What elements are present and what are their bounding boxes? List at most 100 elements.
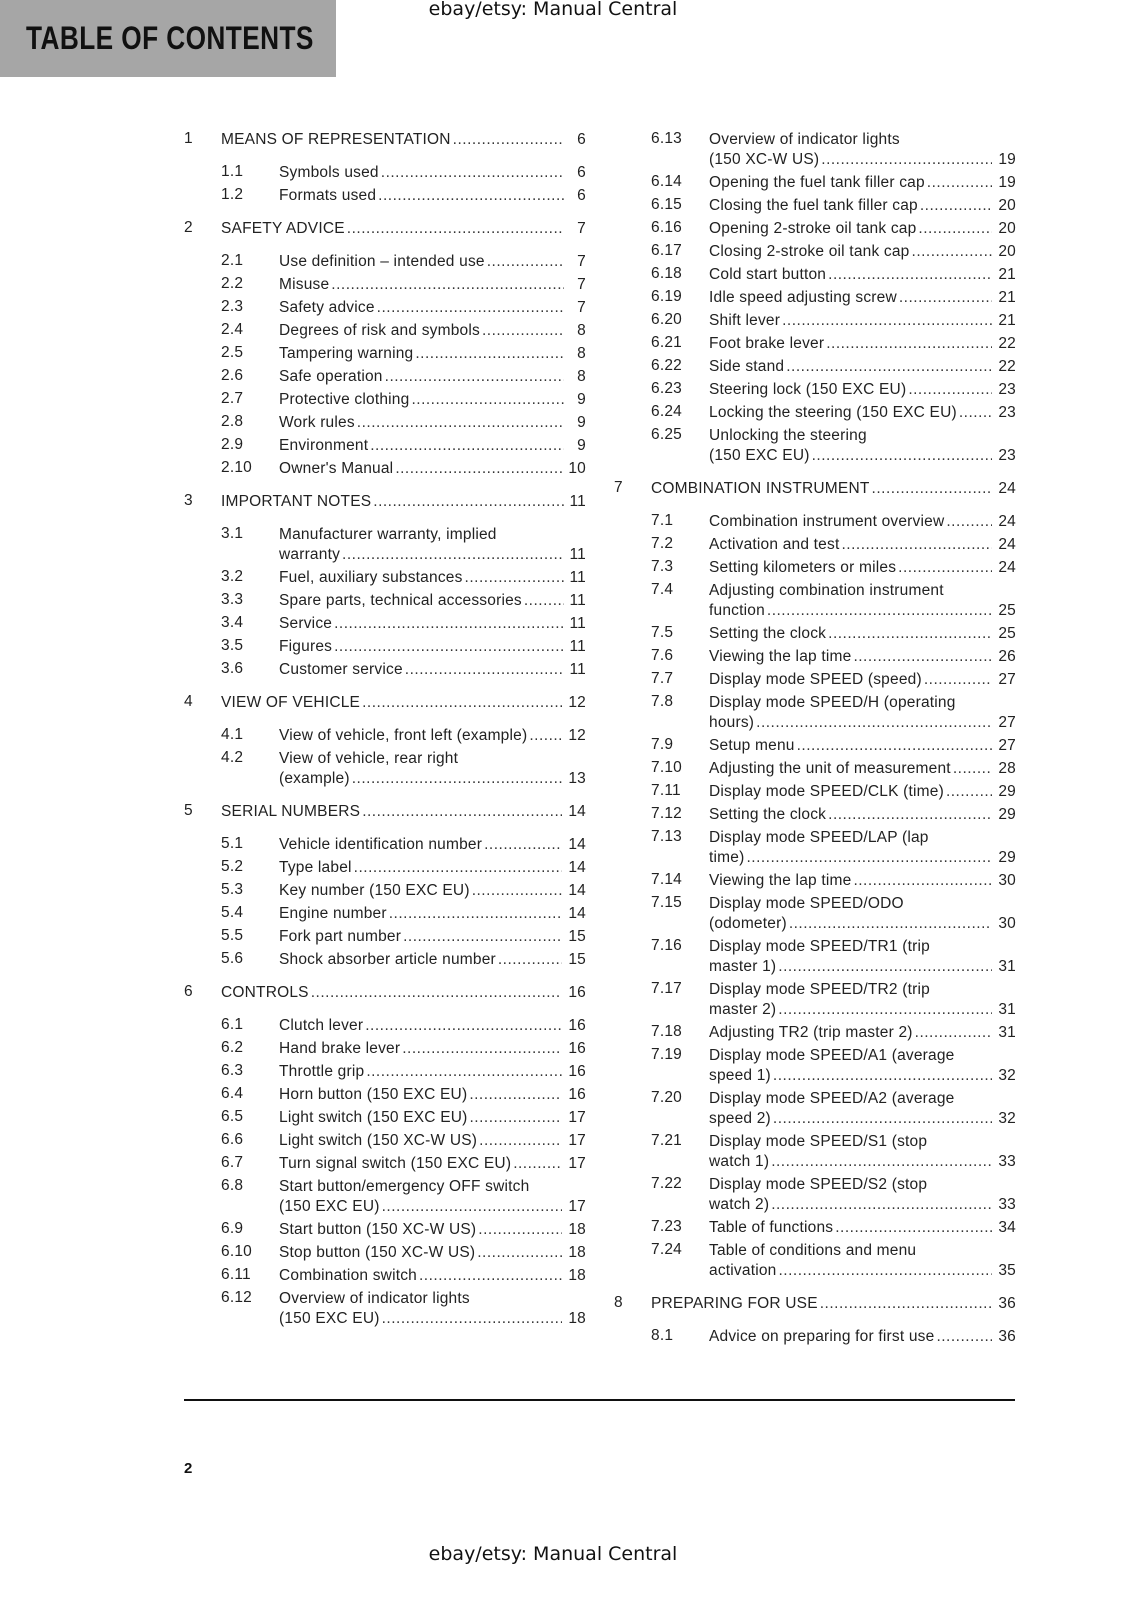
toc-number: 6.13: [651, 130, 682, 147]
toc-number: 8: [614, 1294, 623, 1311]
dot-leader: [765, 601, 992, 621]
toc-number: 7: [614, 479, 623, 496]
toc-page-number: 17: [568, 1198, 586, 1215]
toc-number: 6.9: [221, 1220, 244, 1237]
toc-title: MEANS OF REPRESENTATION: [221, 131, 451, 148]
toc-title: warranty: [279, 546, 341, 563]
toc-title: Setting the clock: [709, 625, 827, 642]
toc-number: 3.4: [221, 614, 244, 631]
toc-page-number: 11: [569, 661, 586, 678]
toc-title: Horn button (150 EXC EU): [279, 1086, 468, 1103]
toc-page-number: 12: [568, 694, 586, 711]
toc-page-number: 16: [568, 1017, 586, 1034]
dot-leader: [329, 275, 564, 295]
toc-title: Combination instrument overview: [709, 513, 945, 530]
toc-page-number: 33: [998, 1153, 1016, 1170]
dot-leader: [787, 914, 993, 934]
dot-leader: [826, 624, 992, 644]
toc-page-number: 8: [577, 322, 586, 339]
toc-number: 6.15: [651, 196, 682, 213]
toc-page-number: 27: [998, 671, 1016, 688]
toc-page-number: 17: [568, 1132, 586, 1149]
toc-page-number: 18: [568, 1267, 586, 1284]
toc-number: 3.1: [221, 525, 244, 542]
dot-leader: [360, 802, 562, 822]
dot-leader: [913, 1023, 993, 1043]
toc-title: Fork part number: [279, 928, 402, 945]
toc-title: (150 EXC EU): [709, 447, 810, 464]
toc-number: 7.8: [651, 693, 674, 710]
dot-leader: [340, 545, 563, 565]
dot-leader: [910, 242, 993, 262]
dot-leader: [925, 173, 993, 193]
toc-number: 6.3: [221, 1062, 244, 1079]
toc-page-number: 17: [568, 1109, 586, 1126]
dot-leader: [744, 848, 992, 868]
dot-leader: [776, 1000, 992, 1020]
toc-number: 7.10: [651, 759, 682, 776]
toc-page-number: 8: [577, 345, 586, 362]
toc-title: (150 EXC EU): [279, 1310, 380, 1327]
toc-title: Degrees of risk and symbols: [279, 322, 480, 339]
toc-number: 6.6: [221, 1131, 244, 1148]
toc-page-number: 24: [998, 559, 1016, 576]
toc-page-number: 30: [998, 915, 1016, 932]
toc-number: 7.7: [651, 670, 674, 687]
toc-number: 6.7: [221, 1154, 244, 1171]
toc-title: Display mode SPEED/S1 (stop: [709, 1133, 928, 1150]
dot-leader: [332, 614, 563, 634]
toc-number: 2.10: [221, 459, 252, 476]
toc-page-number: 14: [568, 803, 586, 820]
toc-title: Safe operation: [279, 368, 383, 385]
toc-number: 6.1: [221, 1016, 244, 1033]
toc-page-number: 11: [569, 638, 586, 655]
dot-leader: [824, 334, 992, 354]
toc-page-number: 8: [577, 368, 586, 385]
toc-title: Display mode SPEED/A1 (average: [709, 1047, 955, 1064]
toc-title: Key number (150 EXC EU): [279, 882, 470, 899]
toc-title: Display mode SPEED/ODO: [709, 895, 904, 912]
toc-page-number: 29: [998, 783, 1016, 800]
toc-title: Shift lever: [709, 312, 781, 329]
toc-page-number: 7: [577, 220, 586, 237]
toc-page-number: 11: [569, 615, 586, 632]
toc-page-number: 7: [577, 276, 586, 293]
toc-page-number: 16: [568, 1040, 586, 1057]
toc-title: Overview of indicator lights: [709, 131, 900, 148]
toc-number: 5.5: [221, 927, 244, 944]
toc-title: Steering lock (150 EXC EU): [709, 381, 907, 398]
watermark-bottom: ebay/etsy: Manual Central: [428, 1543, 678, 1565]
dot-leader: [771, 1066, 992, 1086]
toc-number: 7.4: [651, 581, 674, 598]
toc-page-number: 16: [568, 984, 586, 1001]
toc-number: 6.21: [651, 334, 682, 351]
dot-leader: [350, 769, 563, 789]
toc-page-number: 18: [568, 1244, 586, 1261]
toc-number: 6.12: [221, 1289, 252, 1306]
toc-page-number: 23: [998, 404, 1016, 421]
dot-leader: [851, 871, 992, 891]
toc-title: Viewing the lap time: [709, 872, 852, 889]
dot-leader: [795, 736, 993, 756]
toc-title: Owner's Manual: [279, 460, 394, 477]
dot-leader: [922, 670, 993, 690]
watermark-top: ebay/etsy: Manual Central: [428, 0, 678, 20]
dot-leader: [944, 782, 992, 802]
toc-number: 2.7: [221, 390, 244, 407]
dot-leader: [417, 1266, 562, 1286]
toc-page-number: 32: [998, 1110, 1016, 1127]
toc-page-number: 6: [577, 164, 586, 181]
toc-title: Table of functions: [709, 1219, 834, 1236]
toc-number: 2.8: [221, 413, 244, 430]
toc-number: 7.14: [651, 871, 682, 888]
toc-number: 7.1: [651, 512, 674, 529]
toc-number: 6.23: [651, 380, 682, 397]
toc-title: Setup menu: [709, 737, 795, 754]
toc-page-number: 24: [998, 480, 1016, 497]
toc-page-number: 31: [998, 1024, 1016, 1041]
toc-number: 6.2: [221, 1039, 244, 1056]
toc-title: Type label: [279, 859, 352, 876]
toc-page-number: 21: [998, 266, 1016, 283]
dot-leader: [771, 1109, 992, 1129]
toc-page-number: 9: [577, 391, 586, 408]
